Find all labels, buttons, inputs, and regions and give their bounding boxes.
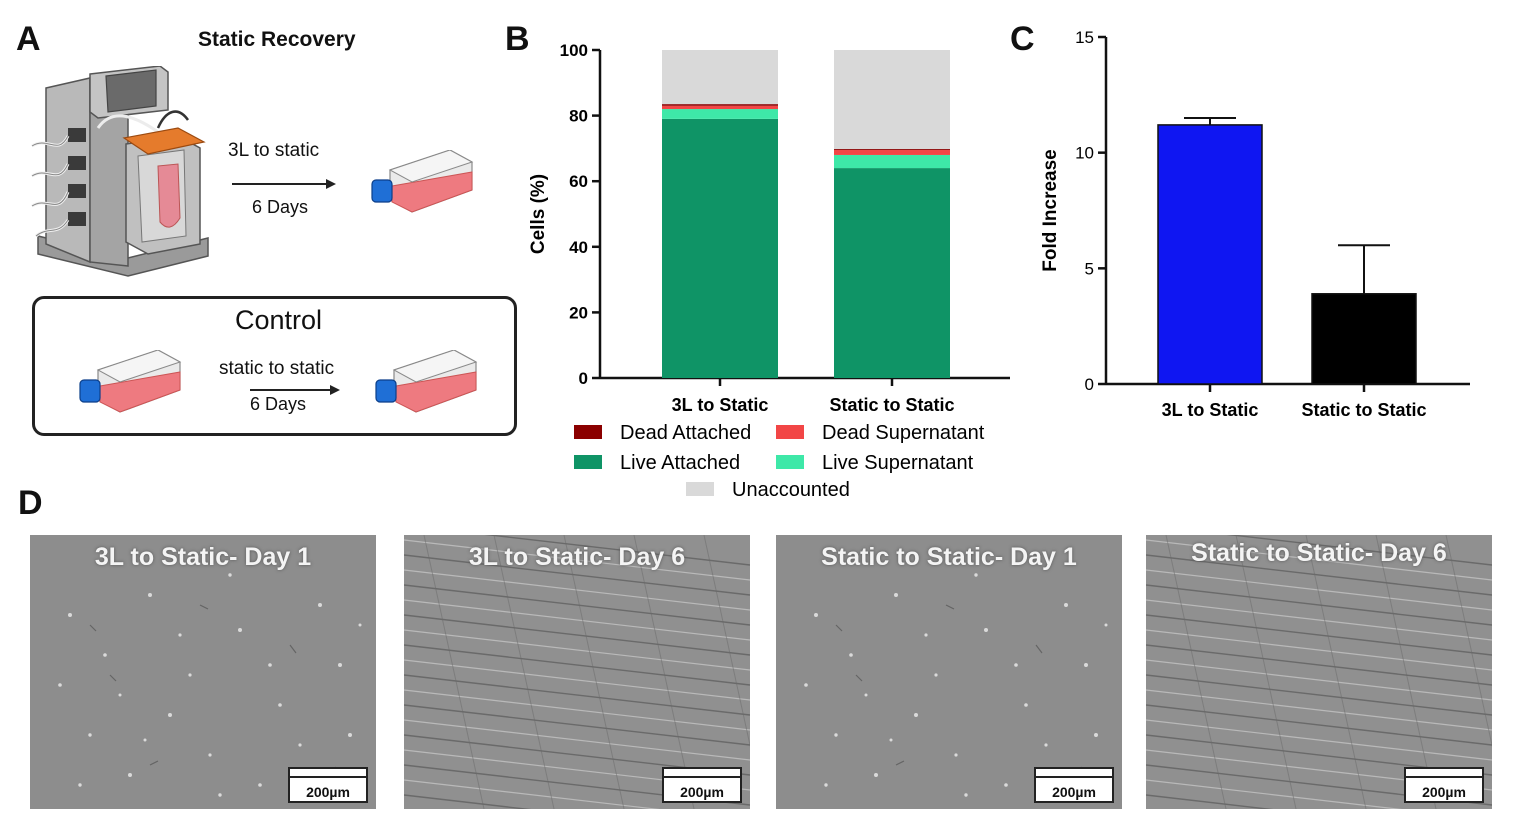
bar-segment [834, 168, 950, 378]
y-axis-label: Cells (%) [528, 174, 549, 254]
scale-bar-4: 200µm [1404, 767, 1484, 803]
y-tick-label: 0 [1085, 375, 1094, 394]
x-tick-label: 3L to Static [1162, 400, 1259, 420]
legend-label: Dead Supernatant [822, 422, 985, 444]
arrow-top-label: 3L to static [228, 140, 320, 161]
fold-increase-chart: 0 5 10 15 Fold Increase 3L to Static Static to… [1040, 28, 1470, 420]
scale-bar-2: 200µm [662, 767, 742, 803]
panel-b-letter: B [505, 20, 530, 58]
y-tick-label: 100 [560, 41, 588, 60]
legend-label: Dead Attached [620, 422, 751, 444]
scale-bar-1: 200µm [288, 767, 368, 803]
y-tick-label: 20 [569, 303, 588, 322]
panel-d-letter: D [18, 484, 43, 522]
y-tick-label: 40 [569, 238, 588, 257]
control-title: Control [235, 305, 323, 335]
panel-a-title: Static Recovery [198, 28, 356, 51]
legend-swatch [574, 425, 602, 439]
arrow-bottom-label: 6 Days [252, 197, 309, 217]
bioreactor-illustration [31, 66, 209, 277]
y-tick-label: 10 [1075, 144, 1094, 163]
micrograph-1-caption: 3L to Static- Day 1 [94, 543, 312, 571]
micrograph-4: Static to Static- Day 6 200µm [1146, 535, 1492, 809]
bar-segment [834, 150, 950, 155]
control-flask-end [375, 350, 477, 413]
flask-after-3l [371, 150, 473, 213]
bar-segment [834, 50, 950, 150]
x-tick-label: Static to Static [1301, 400, 1426, 420]
legend-swatch [776, 425, 804, 439]
bar-segment [662, 104, 778, 106]
stacked-bar-chart: 0 20 40 60 80 100 Cells (%) 3L to Static Static … [528, 41, 1010, 501]
bar [1311, 293, 1417, 385]
bar [1157, 124, 1263, 385]
micrograph-1: 3L to Static- Day 1 200µm [30, 535, 376, 809]
bar-segment [662, 109, 778, 119]
scale-bar-3-label: 200µm [1052, 784, 1096, 800]
control-flask-start [79, 350, 181, 413]
micrograph-3: Static to Static- Day 1 200µm [776, 535, 1122, 809]
panel-c-letter: C [1010, 20, 1035, 58]
y-tick-label: 0 [579, 369, 588, 388]
micrograph-2-caption: 3L to Static- Day 6 [468, 543, 686, 571]
panel-a-letter: A [16, 20, 41, 58]
y-tick-label: 60 [569, 172, 588, 191]
scale-bar-3: 200µm [1034, 767, 1114, 803]
micrograph-2: 3L to Static- Day 6 200µm [404, 535, 750, 809]
control-box [32, 296, 517, 436]
x-tick-label: Static to Static [829, 395, 954, 415]
bar-segment [662, 50, 778, 105]
legend-swatch [776, 455, 804, 469]
scale-bar-4-label: 200µm [1422, 784, 1466, 800]
legend-label: Live Supernatant [822, 452, 974, 474]
bar-segment [662, 118, 778, 378]
micrograph-4-caption: Static to Static- Day 6 [1191, 539, 1447, 567]
bar-segment [662, 105, 778, 110]
y-tick-label: 80 [569, 107, 588, 126]
control-arrow [250, 385, 340, 395]
legend-label: Unaccounted [732, 479, 850, 501]
control-arrow-bottom-label: 6 Days [250, 394, 307, 414]
y-tick-label: 15 [1075, 28, 1094, 47]
scale-bar-2-label: 200µm [680, 784, 724, 800]
transfer-arrow [232, 179, 336, 189]
micrograph-3-caption: Static to Static- Day 1 [821, 543, 1077, 571]
control-arrow-top-label: static to static [219, 358, 335, 379]
scale-bar-1-label: 200µm [306, 784, 350, 800]
bar-segment [834, 149, 950, 151]
y-tick-label: 5 [1085, 259, 1094, 278]
legend-swatch [574, 455, 602, 469]
y-axis-label: Fold Increase [1040, 149, 1061, 272]
bar-segment [834, 154, 950, 169]
x-tick-label: 3L to Static [672, 395, 769, 415]
legend-label: Live Attached [620, 452, 740, 474]
legend-swatch [686, 482, 714, 496]
